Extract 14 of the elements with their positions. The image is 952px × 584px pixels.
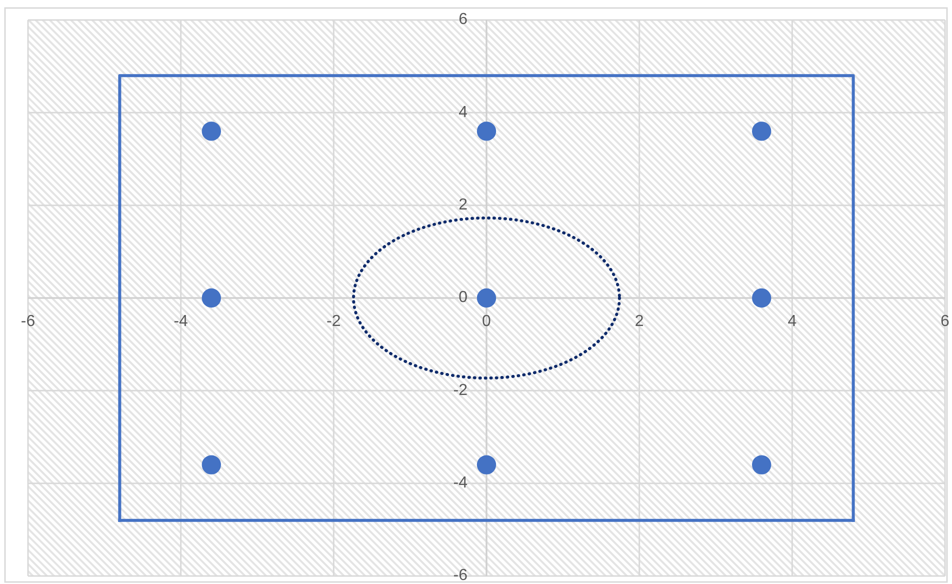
x-tick-label: -4: [174, 313, 188, 330]
x-tick-label: 2: [634, 313, 644, 330]
y-tick-label: -6: [453, 567, 468, 584]
x-tick-label: -6: [20, 313, 36, 330]
x-tick-label: -2: [326, 313, 341, 330]
x-tick-label: 4: [788, 313, 797, 330]
y-tick-label: 4: [458, 104, 468, 121]
x-tick-label: 0: [482, 313, 492, 330]
y-tick-label: 2: [458, 196, 468, 214]
y-tick-label: 6: [458, 11, 468, 28]
x-tick-label: 6: [940, 313, 950, 330]
y-tick-label: 0: [458, 289, 468, 306]
y-tick-label: -2: [453, 382, 468, 399]
y-tick-label: -4: [453, 474, 468, 492]
